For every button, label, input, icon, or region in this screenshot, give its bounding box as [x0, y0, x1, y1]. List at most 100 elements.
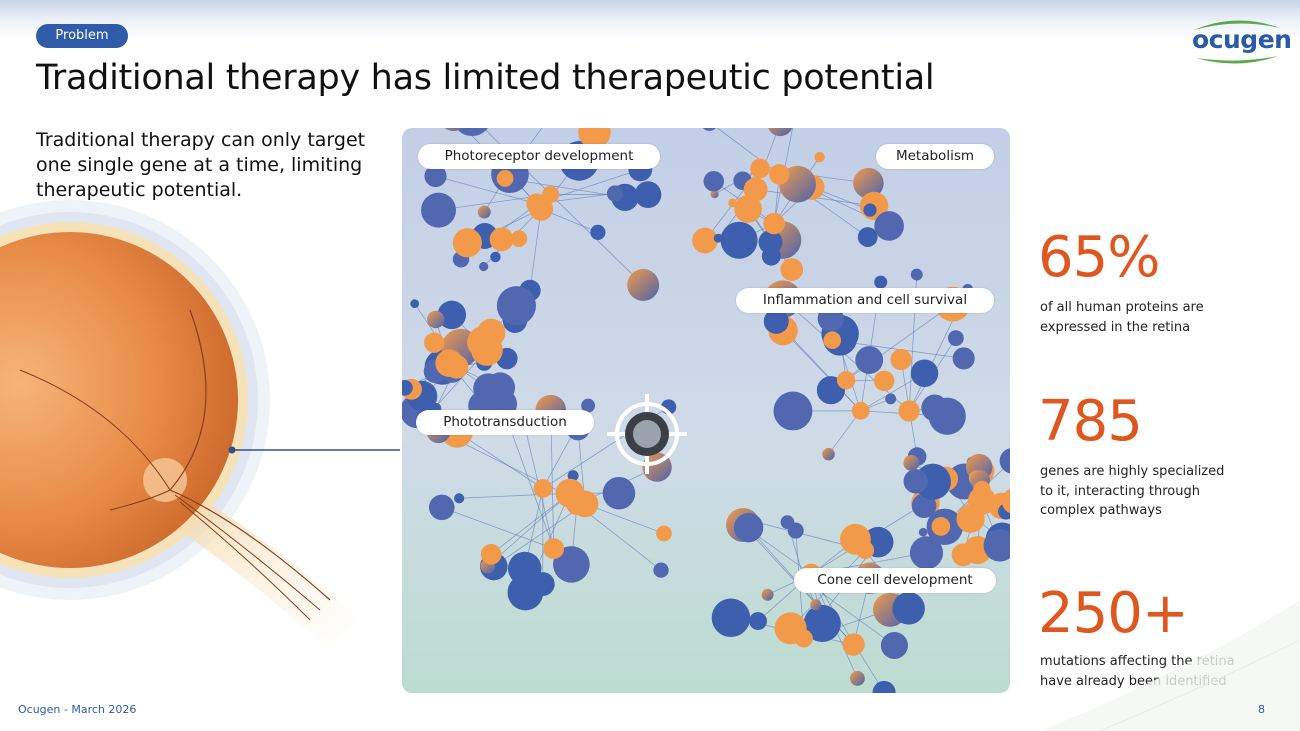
stat-value-genes: 785 — [1038, 389, 1143, 454]
logo-swoosh-icon — [1194, 20, 1280, 64]
network-node — [885, 393, 897, 405]
network-node — [857, 227, 878, 247]
network-node — [467, 326, 499, 358]
network-node — [590, 224, 606, 240]
stat-value-proteins: 65% — [1038, 225, 1160, 290]
network-node — [874, 211, 904, 241]
gene-network-graphic: Photoreceptor development Metabolism Inf… — [402, 128, 1010, 693]
network-node — [426, 366, 436, 376]
network-node — [951, 543, 975, 567]
network-node — [880, 631, 908, 659]
network-node — [873, 370, 895, 392]
page-number: 8 — [1258, 703, 1265, 716]
network-node — [773, 391, 813, 431]
label-photoreceptor-development: Photoreceptor development — [418, 144, 660, 169]
network-node — [553, 546, 590, 583]
network-node — [947, 330, 964, 347]
network-node — [734, 195, 762, 223]
top-band — [0, 0, 1300, 40]
network-node — [1001, 488, 1010, 514]
network-node — [606, 185, 624, 202]
network-node — [768, 128, 793, 137]
network-node — [910, 359, 939, 388]
network-node — [983, 529, 1010, 562]
network-node — [842, 633, 865, 656]
network-node — [437, 300, 467, 330]
network-node — [918, 527, 928, 537]
ocugen-logo: ocugen — [1186, 14, 1292, 66]
network-node — [872, 680, 896, 693]
network-node — [761, 588, 774, 601]
network-node — [952, 347, 975, 370]
network-node — [794, 629, 813, 648]
network-node — [710, 189, 719, 199]
network-node — [479, 261, 489, 272]
network-node — [856, 541, 875, 560]
crosshair-target-icon — [607, 394, 687, 474]
network-node — [473, 373, 504, 404]
network-node — [656, 525, 672, 542]
network-node — [703, 171, 725, 192]
network-node — [428, 494, 455, 521]
network-node — [510, 230, 528, 247]
network-node — [903, 469, 928, 494]
network-node — [898, 400, 920, 422]
network-node — [749, 612, 767, 631]
network-node — [634, 181, 662, 209]
network-node — [850, 671, 865, 686]
network-node — [410, 299, 420, 309]
network-node — [720, 221, 758, 259]
network-node — [526, 193, 547, 214]
network-node — [890, 348, 912, 371]
network-node — [456, 128, 488, 137]
network-node — [578, 128, 611, 149]
network-node — [814, 151, 825, 163]
network-node — [402, 380, 413, 396]
network-node — [507, 574, 544, 611]
network-node — [763, 212, 785, 235]
network-node — [702, 128, 716, 131]
label-cone-cell-development: Cone cell development — [794, 568, 996, 593]
network-node — [780, 515, 795, 529]
network-node — [424, 165, 447, 188]
network-node — [931, 517, 951, 536]
network-node — [911, 493, 937, 519]
network-node — [928, 397, 966, 435]
network-node — [489, 227, 514, 252]
network-node — [444, 128, 463, 132]
network-node — [542, 185, 560, 203]
network-node — [454, 493, 465, 504]
network-node — [692, 227, 718, 254]
network-node — [758, 230, 783, 255]
page-title: Traditional therapy has limited therapeu… — [36, 58, 935, 98]
footer-date: Ocugen - March 2026 — [18, 703, 137, 716]
network-node — [853, 167, 884, 199]
network-node — [477, 205, 491, 219]
network-node — [863, 203, 877, 217]
stat-desc-genes: genes are highly specialized to it, inte… — [1040, 464, 1225, 518]
network-node — [424, 332, 445, 353]
network-node — [533, 479, 553, 498]
network-node — [490, 251, 501, 263]
network-node — [653, 562, 669, 578]
network-node — [496, 170, 514, 187]
network-node — [444, 354, 469, 379]
network-node — [769, 164, 790, 185]
network-node — [713, 233, 723, 243]
network-node — [711, 598, 751, 638]
network-node — [761, 246, 781, 266]
network-node — [803, 604, 841, 643]
network-node — [780, 258, 804, 281]
network-node — [543, 538, 565, 560]
network-node — [822, 447, 835, 461]
network-node — [427, 310, 445, 329]
network-node — [733, 512, 764, 543]
network-node — [627, 268, 660, 301]
network-node — [855, 346, 884, 374]
network-node — [507, 551, 542, 586]
eye-illustration — [0, 190, 400, 650]
stat-value-mutations: 250+ — [1038, 581, 1189, 646]
network-node — [567, 470, 579, 482]
network-node — [421, 192, 457, 228]
network-node — [851, 401, 870, 420]
